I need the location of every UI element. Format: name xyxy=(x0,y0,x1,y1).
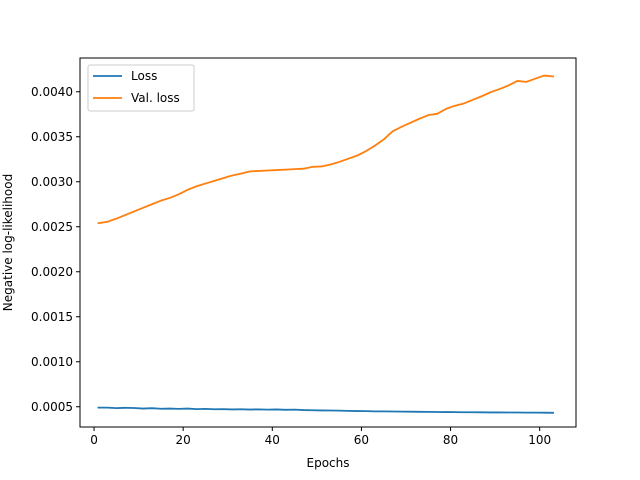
legend-label-val-loss: Val. loss xyxy=(131,91,180,105)
axes-frame xyxy=(79,57,577,428)
x-tick-label: 40 xyxy=(265,433,280,447)
y-tick-label: 0.0030 xyxy=(31,175,73,189)
y-tick-label: 0.0010 xyxy=(31,355,73,369)
y-tick-label: 0.0025 xyxy=(31,220,73,234)
x-tick-label: 0 xyxy=(90,433,98,447)
x-tick-label: 20 xyxy=(176,433,191,447)
plot-area xyxy=(79,57,577,428)
y-tick-label: 0.0005 xyxy=(31,400,73,414)
legend-label-loss: Loss xyxy=(131,69,157,83)
x-axis-label: Epochs xyxy=(307,456,350,470)
legend: Loss Val. loss xyxy=(87,64,195,112)
y-tick-label: 0.0040 xyxy=(31,85,73,99)
y-tick-label: 0.0015 xyxy=(31,310,73,324)
y-axis-ticks: 0.0005 0.0010 0.0015 0.0020 0.0025 0.0030 0.00… xyxy=(31,85,80,414)
x-axis-ticks: 0 20 40 60 80 100 xyxy=(90,427,551,447)
x-tick-label: 60 xyxy=(354,433,369,447)
y-axis-label: Negative log-likelihood xyxy=(1,174,15,311)
y-tick-label: 0.0020 xyxy=(31,265,73,279)
x-tick-label: 80 xyxy=(443,433,458,447)
series-line-val-loss xyxy=(97,74,555,225)
series-line-loss xyxy=(97,406,554,414)
x-tick-label: 100 xyxy=(528,433,551,447)
series-lines xyxy=(97,74,555,414)
y-tick-label: 0.0035 xyxy=(31,130,73,144)
